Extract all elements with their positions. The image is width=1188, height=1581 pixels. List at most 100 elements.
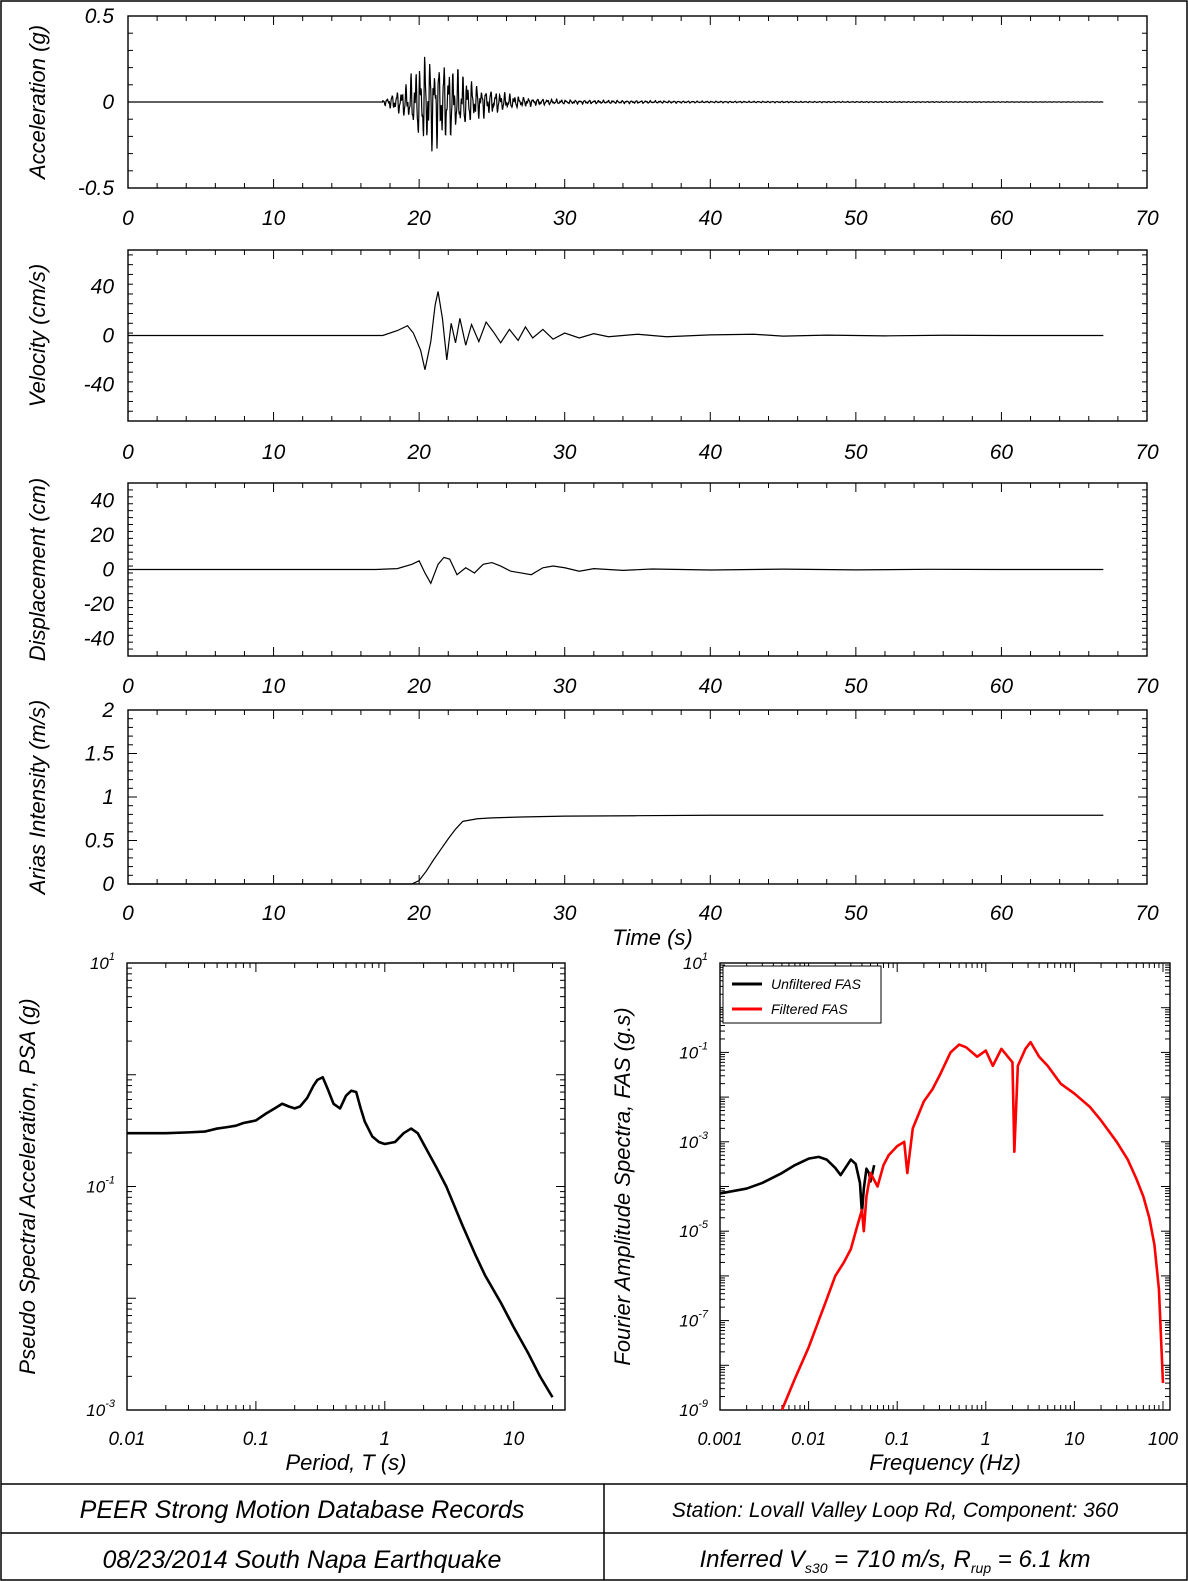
unfiltered-fas-line	[720, 1155, 876, 1215]
vel-x-tick-label: 0	[122, 441, 134, 464]
arias-y-tick-label: 2	[101, 699, 114, 722]
disp-x-tick-label: 20	[406, 675, 431, 698]
fas-y-ticks	[720, 962, 1170, 1411]
acceleration-series-line	[128, 56, 1104, 152]
arias-x-tick-label: 40	[699, 902, 723, 925]
psa-y-axis-label: Pseudo Spectral Acceleration, PSA (g)	[15, 998, 40, 1374]
fas-y-tick-exponent: 1	[702, 951, 708, 963]
fas-y-tick-exponent: -9	[698, 1398, 708, 1410]
acc-x-tick-label: 40	[699, 207, 723, 230]
footer-site-params: Inferred Vs30 = 710 m/s, Rrup = 6.1 km	[700, 1546, 1091, 1576]
disp-x-tick-label: 50	[844, 675, 868, 698]
psa-y-tick-base: 10	[86, 1401, 105, 1420]
fas-y-tick-base: 10	[679, 1043, 698, 1062]
psa-x-tick-label: 10	[503, 1429, 525, 1450]
arias-x-tick-label: 0	[122, 902, 134, 925]
disp-x-tick-label: 10	[262, 675, 286, 698]
acc-x-tick-label: 20	[406, 207, 431, 230]
arias-y-ticks	[128, 709, 1147, 885]
acc-x-tick-label: 0	[122, 207, 134, 230]
acc-y-tick-label: -0.5	[78, 177, 115, 200]
arias-x-tick-label: 10	[262, 902, 286, 925]
fas-x-tick-label: 1	[981, 1429, 991, 1449]
fas-x-tick-label: 100	[1148, 1429, 1178, 1449]
fas-x-ticks	[719, 963, 1164, 1410]
vel-y-ticks	[128, 254, 1147, 422]
fas-legend: Unfiltered FAS Filtered FAS	[722, 965, 882, 1024]
arias-y-tick-label: 0	[102, 873, 114, 896]
fas-x-tick-label: 0.1	[885, 1429, 910, 1449]
fas-chart: 0.001 0.01 0.1 1 10 10010-910-710-510-310-110…	[610, 951, 1178, 1475]
acc-y-tick-label: 0.5	[85, 5, 115, 28]
arias-plot-frame	[127, 709, 1148, 885]
psa-y-tick-base: 10	[86, 1178, 105, 1197]
psa-x-tick-label: 0.1	[243, 1429, 269, 1450]
vel-x-tick-label: 70	[1135, 441, 1159, 464]
fas-y-tick-exponent: -5	[698, 1219, 709, 1231]
acc-y-tick-label: 0	[102, 91, 114, 114]
acceleration-chart: 0 10 20 30 40 50 60 70 -0.5 0 0.5 Acceleration (g)	[25, 5, 1159, 230]
psa-y-tick-label: 10-1	[86, 1175, 115, 1197]
arias-x-tick-label: 70	[1135, 902, 1159, 925]
acc-x-tick-label: 30	[553, 207, 577, 230]
arias-y-axis-label: Arias Intensity (m/s)	[25, 700, 50, 896]
arias-x-tick-label: 60	[990, 902, 1014, 925]
psa-x-tick-label: 0.01	[109, 1429, 146, 1450]
fas-y-tick-base: 10	[679, 1401, 698, 1420]
fas-y-tick-label: 10-1	[679, 1040, 708, 1062]
fas-x-tick-label: 10	[1064, 1429, 1084, 1449]
footer-r-subscript: rup	[971, 1560, 991, 1576]
arias-y-tick-label: 1	[102, 786, 114, 809]
disp-y-axis-label: Displacement (cm)	[25, 478, 50, 661]
vel-x-tick-label: 40	[699, 441, 723, 464]
vel-x-tick-label: 50	[844, 441, 868, 464]
disp-x-tick-label: 40	[699, 675, 723, 698]
fas-x-tick-label: 0.01	[791, 1429, 826, 1449]
footer-vs-subscript: s30	[805, 1560, 828, 1576]
vel-y-tick-label: 40	[91, 276, 115, 299]
fas-y-tick-label: 10-9	[679, 1398, 708, 1420]
acc-x-tick-label: 50	[844, 207, 868, 230]
vel-y-tick-label: 0	[102, 325, 114, 348]
psa-series-line	[127, 1075, 554, 1398]
fas-y-tick-exponent: -3	[698, 1130, 709, 1142]
acc-x-tick-label: 60	[990, 207, 1014, 230]
psa-x-ticks	[126, 963, 554, 1410]
fas-y-tick-label: 10-5	[679, 1219, 709, 1241]
acc-y-axis-label: Acceleration (g)	[25, 25, 50, 181]
arias-x-tick-label: 50	[844, 902, 868, 925]
vel-x-tick-label: 30	[553, 441, 577, 464]
arias-intensity-series-line	[128, 814, 1104, 885]
disp-y-ticks	[128, 482, 1147, 657]
arias-y-tick-label: 1.5	[85, 743, 115, 766]
fas-y-tick-exponent: -1	[698, 1040, 708, 1052]
disp-x-tick-label: 30	[553, 675, 577, 698]
arias-x-ticks	[127, 710, 1148, 884]
arias-x-axis-label: Time (s)	[612, 925, 692, 950]
vel-y-tick-label: -40	[84, 373, 115, 396]
disp-y-tick-label: 20	[90, 524, 115, 547]
fas-y-tick-base: 10	[679, 1312, 698, 1331]
disp-x-tick-label: 70	[1135, 675, 1159, 698]
fas-y-tick-exponent: -7	[698, 1309, 709, 1321]
acc-x-tick-label: 10	[262, 207, 286, 230]
disp-x-ticks	[127, 483, 1148, 656]
vel-y-axis-label: Velocity (cm/s)	[25, 264, 50, 407]
psa-y-tick-exponent: -3	[105, 1398, 116, 1410]
acc-x-tick-label: 70	[1135, 207, 1159, 230]
velocity-chart: 0 10 20 30 40 50 60 70 -40 0 40 Velocity (cm/s)	[25, 249, 1159, 464]
filtered-fas-line	[780, 1040, 1165, 1410]
displacement-chart: 0 10 20 30 40 50 60 70 -40 -20 0 20 40 Displacement (…	[25, 478, 1159, 698]
arias-intensity-chart: 0 10 20 30 40 50 60 70 0 0.5 1 1.5 2 Arias Intensity …	[25, 699, 1159, 950]
fas-y-tick-label: 101	[683, 951, 708, 973]
arias-x-tick-label: 30	[553, 902, 577, 925]
displacement-series-line	[128, 556, 1104, 585]
fas-y-tick-label: 10-7	[679, 1309, 709, 1331]
psa-y-tick-label: 101	[90, 951, 115, 973]
fas-y-axis-label: Fourier Amplitude Spectra, FAS (g.s)	[610, 1007, 635, 1365]
vel-x-ticks	[127, 250, 1148, 421]
disp-y-tick-label: -20	[84, 593, 115, 616]
